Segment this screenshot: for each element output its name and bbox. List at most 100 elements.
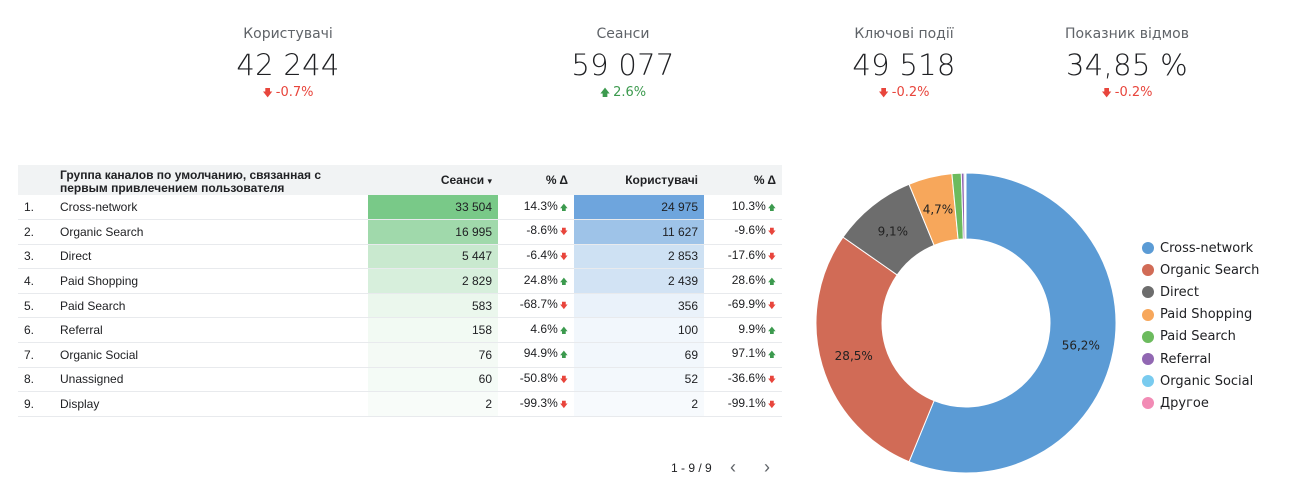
kpi-delta-value: -0.7% (275, 85, 314, 100)
legend-item[interactable]: Paid Search (1142, 326, 1259, 348)
users-delta-cell: -17.6% 🡇 (704, 244, 782, 270)
channel-name: Cross-network (54, 195, 368, 221)
legend-swatch (1142, 242, 1154, 255)
sessions-delta-value: -6.4% (526, 247, 558, 262)
kpi-delta-value: -0.2% (1114, 85, 1153, 100)
arrow-up-icon: 🡅 (767, 325, 776, 335)
sessions-cell: 2 829 (368, 268, 498, 294)
legend-label: Organic Social (1160, 373, 1254, 389)
kpi-value: 34,85 % (1066, 48, 1188, 82)
next-page-button[interactable]: › (764, 457, 770, 477)
row-index: 9. (18, 391, 54, 417)
kpi-bounce-rate: Показник відмов 34,85 % 🡇 -0.2% (1027, 26, 1227, 103)
legend-item[interactable]: Другое (1142, 392, 1259, 414)
channel-name: Display (54, 391, 368, 417)
users-delta-value: -17.6% (727, 247, 766, 262)
kpi-delta: 🡇 -0.2% (1027, 85, 1227, 103)
arrow-up-icon: 🡅 (559, 325, 568, 335)
table-row[interactable]: 5. Paid Search 583 -68.7% 🡇 356 -69.9% 🡇 (18, 293, 782, 319)
kpi-value: 59 077 (571, 48, 675, 82)
table-row[interactable]: 4. Paid Shopping 2 829 24.8% 🡅 2 439 28.6% 🡅 (18, 268, 782, 294)
legend-swatch (1142, 308, 1154, 321)
kpi-value: 42 244 (236, 48, 340, 82)
header-sessions-delta[interactable]: % Δ (498, 165, 574, 195)
arrow-down-icon: 🡇 (559, 399, 568, 409)
kpi-delta: 🡇 -0.7% (188, 85, 388, 103)
legend-label: Cross-network (1160, 240, 1254, 256)
table-row[interactable]: 6. Referral 158 4.6% 🡅 100 9.9% 🡅 (18, 317, 782, 344)
kpi-label: Користувачі (243, 26, 333, 42)
donut-chart: 56,2% 28,5% 9,1% 4,7% (815, 172, 1117, 474)
channel-name: Paid Shopping (54, 268, 368, 294)
table-row[interactable]: 7. Organic Social 76 94.9% 🡅 69 97.1% 🡅 (18, 342, 782, 368)
legend-item[interactable]: Paid Shopping (1142, 304, 1259, 326)
arrow-up-icon: 🡅 (559, 276, 568, 286)
row-index: 3. (18, 244, 54, 270)
header-users-delta[interactable]: % Δ (704, 165, 782, 195)
arrow-up-icon: 🡅 (767, 276, 776, 286)
arrow-up-icon: 🡅 (767, 350, 776, 360)
table-row[interactable]: 2. Organic Search 16 995 -8.6% 🡇 11 627 -9.6% 🡇 (18, 219, 782, 245)
kpi-label: Сеанси (596, 26, 650, 42)
users-delta-cell: -36.6% 🡇 (704, 367, 782, 393)
table-row[interactable]: 8. Unassigned 60 -50.8% 🡇 52 -36.6% 🡇 (18, 367, 782, 393)
sessions-delta-value: -68.7% (519, 297, 558, 312)
users-delta-value: -9.6% (734, 223, 766, 238)
slice-cross-network[interactable] (908, 172, 1117, 474)
sessions-cell: 33 504 (368, 195, 498, 221)
arrow-up-icon: 🡅 (559, 202, 568, 212)
prev-page-button[interactable]: ‹ (730, 457, 736, 477)
table-row[interactable]: 1. Cross-network 33 504 14.3% 🡅 24 975 10.3% 🡅 (18, 195, 782, 221)
kpi-label: Ключові події (854, 26, 954, 42)
header-channel[interactable]: Группа каналов по умолчанию, связанная с… (54, 165, 368, 195)
legend-item[interactable]: Direct (1142, 281, 1259, 303)
sessions-cell: 2 (368, 391, 498, 417)
users-delta-value: 28.6% (731, 272, 766, 287)
sessions-cell: 76 (368, 342, 498, 368)
sessions-delta-value: 94.9% (523, 346, 558, 361)
arrow-up-icon: 🡅 (559, 350, 568, 360)
slice-другое[interactable] (964, 172, 967, 240)
legend-label: Paid Search (1160, 329, 1236, 345)
users-delta-value: -69.9% (727, 297, 766, 312)
legend-item[interactable]: Referral (1142, 348, 1259, 370)
kpi-delta-value: -0.2% (891, 85, 930, 100)
sessions-delta-value: 4.6% (530, 321, 558, 336)
users-cell: 24 975 (574, 195, 704, 221)
sessions-cell: 16 995 (368, 219, 498, 245)
row-index: 7. (18, 342, 54, 368)
sessions-delta-value: -8.6% (526, 223, 558, 238)
table-row[interactable]: 9. Display 2 -99.3% 🡇 2 -99.1% 🡇 (18, 391, 782, 417)
arrow-up-icon: 🡅 (767, 202, 776, 212)
slice-organic-search[interactable] (815, 236, 935, 463)
legend-item[interactable]: Organic Social (1142, 370, 1259, 392)
header-index (18, 165, 54, 195)
users-delta-cell: 28.6% 🡅 (704, 268, 782, 294)
legend-swatch (1142, 286, 1154, 299)
channel-name: Referral (54, 317, 368, 344)
legend-label: Другое (1160, 395, 1209, 411)
pagination-label: 1 - 9 / 9 (671, 461, 712, 475)
header-users[interactable]: Користувачі (574, 165, 704, 195)
sessions-delta-cell: 14.3% 🡅 (498, 195, 574, 221)
sort-desc-icon[interactable]: ▾ (487, 176, 492, 186)
users-delta-cell: -69.9% 🡇 (704, 293, 782, 319)
legend-item[interactable]: Cross-network (1142, 237, 1259, 259)
arrow-up-icon: 🡅 (599, 88, 611, 99)
header-sessions[interactable]: Сеанси ▾ (368, 165, 498, 195)
legend-swatch (1142, 353, 1154, 366)
sessions-delta-cell: -99.3% 🡇 (498, 391, 574, 417)
kpi-key-events: Ключові події 49 518 🡇 -0.2% (804, 26, 1004, 103)
channel-name: Unassigned (54, 367, 368, 393)
legend-item[interactable]: Organic Search (1142, 259, 1259, 281)
table-row[interactable]: 3. Direct 5 447 -6.4% 🡇 2 853 -17.6% 🡇 (18, 244, 782, 270)
sessions-delta-cell: 94.9% 🡅 (498, 342, 574, 368)
users-delta-value: 97.1% (731, 346, 766, 361)
sessions-delta-cell: 4.6% 🡅 (498, 317, 574, 344)
users-delta-value: 10.3% (731, 198, 766, 213)
legend-label: Referral (1160, 351, 1212, 367)
users-delta-value: -36.6% (727, 370, 766, 385)
users-delta-cell: 9.9% 🡅 (704, 317, 782, 344)
users-delta-value: -99.1% (727, 395, 766, 410)
arrow-down-icon: 🡇 (559, 227, 568, 237)
